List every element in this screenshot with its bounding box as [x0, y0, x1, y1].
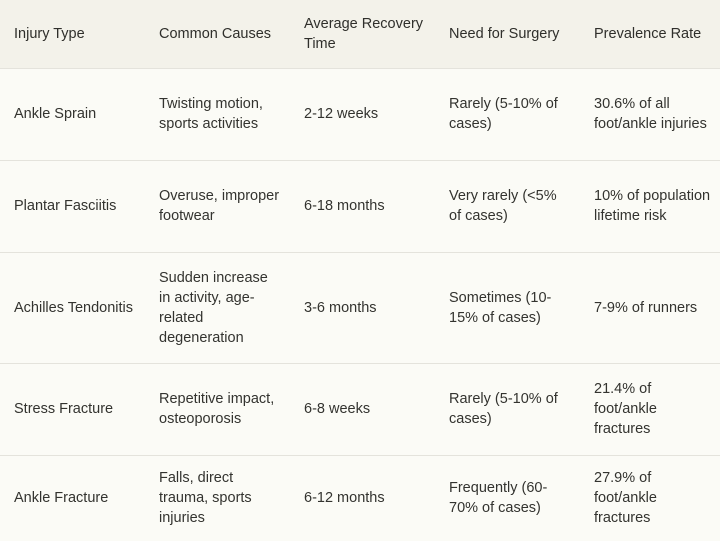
- cell-injury-type: Ankle Fracture: [14, 490, 109, 507]
- table-body: Ankle Sprain Twisting motion, sports act…: [0, 68, 720, 541]
- cell-common-causes: Overuse, improper footwear: [159, 188, 280, 224]
- cell-prevalence-rate: 27.9% of foot/ankle fractures: [594, 470, 657, 527]
- cell-need-for-surgery: Frequently (60-70% of cases): [449, 480, 548, 517]
- table-row: Plantar Fasciitis Overuse, improper foot…: [0, 160, 720, 252]
- table-row: Stress Fracture Repetitive impact, osteo…: [0, 363, 720, 455]
- table-row: Ankle Fracture Falls, direct trauma, spo…: [0, 455, 720, 541]
- cell-prevalence-rate: 21.4% of foot/ankle fractures: [594, 381, 657, 437]
- table-header: Injury Type Common Causes Average Recove…: [0, 0, 720, 68]
- table-row: Achilles Tendonitis Sudden increase in a…: [0, 252, 720, 363]
- header-average-recovery-time: Average Recovery Time: [304, 15, 424, 52]
- header-need-for-surgery: Need for Surgery: [449, 25, 560, 42]
- cell-need-for-surgery: Sometimes (10-15% of cases): [449, 289, 552, 326]
- cell-recovery-time: 6-8 weeks: [304, 401, 371, 417]
- cell-recovery-time: 6-18 months: [304, 198, 385, 214]
- cell-need-for-surgery: Rarely (5-10% of cases): [449, 391, 558, 427]
- header-row: Injury Type Common Causes Average Recove…: [0, 0, 720, 68]
- cell-prevalence-rate: 10% of population lifetime risk: [594, 188, 711, 224]
- cell-injury-type: Stress Fracture: [14, 401, 114, 417]
- header-prevalence-rate: Prevalence Rate: [594, 25, 702, 42]
- cell-recovery-time: 3-6 months: [304, 299, 377, 316]
- header-injury-type: Injury Type: [14, 25, 85, 42]
- cell-need-for-surgery: Very rarely (<5% of cases): [449, 188, 557, 224]
- cell-injury-type: Plantar Fasciitis: [14, 198, 117, 214]
- header-common-causes: Common Causes: [159, 25, 272, 42]
- cell-injury-type: Achilles Tendonitis: [14, 299, 134, 316]
- cell-prevalence-rate: 30.6% of all foot/ankle injuries: [594, 96, 707, 132]
- cell-injury-type: Ankle Sprain: [14, 106, 97, 122]
- cell-need-for-surgery: Rarely (5-10% of cases): [449, 96, 558, 132]
- cell-common-causes: Repetitive impact, osteoporosis: [159, 391, 275, 427]
- table-row: Ankle Sprain Twisting motion, sports act…: [0, 68, 720, 160]
- cell-common-causes: Sudden increase in activity, age-related…: [159, 269, 268, 346]
- cell-common-causes: Twisting motion, sports activities: [159, 96, 263, 132]
- cell-recovery-time: 2-12 weeks: [304, 106, 379, 122]
- cell-recovery-time: 6-12 months: [304, 490, 385, 507]
- cell-common-causes: Falls, direct trauma, sports injuries: [159, 470, 252, 527]
- cell-prevalence-rate: 7-9% of runners: [594, 299, 698, 316]
